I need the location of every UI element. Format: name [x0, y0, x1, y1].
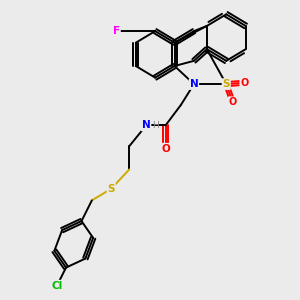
Text: O: O — [161, 144, 170, 154]
Text: O: O — [240, 78, 248, 88]
Text: H: H — [153, 121, 159, 130]
Text: Cl: Cl — [51, 281, 63, 291]
Text: S: S — [107, 184, 115, 194]
Text: F: F — [113, 26, 120, 36]
Text: O: O — [229, 97, 237, 107]
Text: N: N — [142, 120, 151, 130]
Text: S: S — [223, 79, 230, 89]
Text: N: N — [190, 79, 198, 89]
